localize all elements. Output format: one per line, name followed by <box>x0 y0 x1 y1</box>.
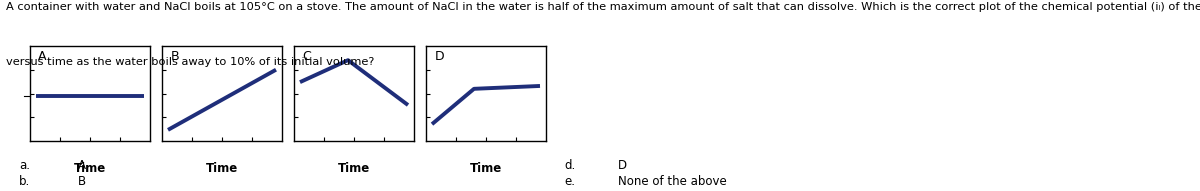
Text: D: D <box>618 159 628 172</box>
Text: None of the above: None of the above <box>618 175 727 188</box>
Text: A: A <box>38 50 47 63</box>
Text: B: B <box>78 175 86 188</box>
Text: A: A <box>78 159 86 172</box>
Text: B: B <box>170 50 179 63</box>
Text: D: D <box>434 50 444 63</box>
Text: d.: d. <box>564 159 575 172</box>
Text: Time: Time <box>74 162 106 175</box>
Text: C: C <box>302 50 311 63</box>
Text: Time: Time <box>338 162 370 175</box>
Text: A container with water and NaCl boils at 105°C on a stove. The amount of NaCl in: A container with water and NaCl boils at… <box>6 2 1200 12</box>
Text: b.: b. <box>19 175 30 188</box>
Text: Time: Time <box>206 162 238 175</box>
Text: e.: e. <box>564 175 575 188</box>
Text: a.: a. <box>19 159 30 172</box>
Text: versus time as the water boils away to 10% of its initial volume?: versus time as the water boils away to 1… <box>6 57 374 67</box>
Text: Time: Time <box>470 162 502 175</box>
